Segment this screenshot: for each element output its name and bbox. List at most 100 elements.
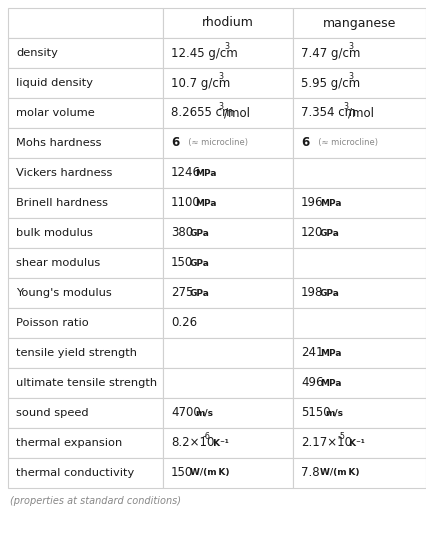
Text: 3: 3 [349,42,354,51]
Text: (properties at standard conditions): (properties at standard conditions) [10,496,181,506]
Text: m/s: m/s [325,409,343,418]
Bar [293,368,426,398]
Text: 275: 275 [171,287,193,300]
Text: GPa: GPa [190,258,210,268]
Bar [8,368,163,398]
Text: 6: 6 [301,136,309,149]
Text: 6: 6 [171,136,179,149]
Bar [8,218,163,248]
Text: 198: 198 [301,287,323,300]
Text: Vickers hardness: Vickers hardness [16,168,112,178]
Bar [163,398,293,428]
Text: Brinell hardness: Brinell hardness [16,198,108,208]
Text: 3: 3 [349,72,354,81]
Text: GPa: GPa [190,229,210,238]
Bar [163,8,293,38]
Text: -5: -5 [338,432,346,441]
Bar [293,158,426,188]
Text: tensile yield strength: tensile yield strength [16,348,137,358]
Text: manganese: manganese [323,17,396,30]
Text: 241: 241 [301,347,323,359]
Text: sound speed: sound speed [16,408,89,418]
Bar [293,98,426,128]
Bar [293,68,426,98]
Bar [163,248,293,278]
Text: 7.8: 7.8 [301,467,320,480]
Text: 496: 496 [301,377,323,390]
Text: 8.2655 cm: 8.2655 cm [171,107,233,120]
Text: liquid density: liquid density [16,78,93,88]
Text: 5150: 5150 [301,406,331,419]
Text: 2.17×10: 2.17×10 [301,437,352,449]
Text: GPa: GPa [320,288,340,297]
Text: /mol: /mol [224,107,250,120]
Text: thermal expansion: thermal expansion [16,438,122,448]
Text: (≈ microcline): (≈ microcline) [183,139,248,148]
Bar [163,428,293,458]
Text: 3: 3 [219,72,224,81]
Text: 5.95 g/cm: 5.95 g/cm [301,77,360,89]
Text: MPa: MPa [320,198,341,207]
Text: Young's modulus: Young's modulus [16,288,112,298]
Bar [8,428,163,458]
Bar [163,38,293,68]
Text: 120: 120 [301,226,323,239]
Bar [163,278,293,308]
Text: 3: 3 [343,102,348,111]
Bar [293,188,426,218]
Text: 3: 3 [219,102,224,111]
Text: 7.47 g/cm: 7.47 g/cm [301,46,360,59]
Text: bulk modulus: bulk modulus [16,228,93,238]
Bar [163,308,293,338]
Bar [8,158,163,188]
Text: MPa: MPa [196,168,217,178]
Text: W/(m K): W/(m K) [190,468,229,477]
Bar [8,98,163,128]
Text: shear modulus: shear modulus [16,258,100,268]
Text: 150: 150 [171,257,193,269]
Text: 10.7 g/cm: 10.7 g/cm [171,77,230,89]
Text: MPa: MPa [320,348,341,358]
Text: (≈ microcline): (≈ microcline) [313,139,378,148]
Bar [8,128,163,158]
Bar [163,338,293,368]
Text: 0.26: 0.26 [171,316,197,329]
Text: rhodium: rhodium [202,17,254,30]
Bar [293,338,426,368]
Bar [163,98,293,128]
Text: ultimate tensile strength: ultimate tensile strength [16,378,157,388]
Text: GPa: GPa [320,229,340,238]
Bar [8,68,163,98]
Bar [293,218,426,248]
Bar [293,458,426,488]
Text: 12.45 g/cm: 12.45 g/cm [171,46,238,59]
Text: MPa: MPa [320,378,341,387]
Text: GPa: GPa [190,288,210,297]
Bar [163,458,293,488]
Bar [8,398,163,428]
Bar [293,38,426,68]
Bar [293,248,426,278]
Text: 4700: 4700 [171,406,201,419]
Bar [293,398,426,428]
Bar [163,188,293,218]
Text: 1246: 1246 [171,167,201,179]
Text: 1100: 1100 [171,197,201,210]
Text: MPa: MPa [196,198,217,207]
Bar [8,38,163,68]
Bar [163,218,293,248]
Text: molar volume: molar volume [16,108,95,118]
Text: 3: 3 [224,42,229,51]
Text: Mohs hardness: Mohs hardness [16,138,101,148]
Text: 8.2×10: 8.2×10 [171,437,214,449]
Bar [8,278,163,308]
Bar [163,368,293,398]
Text: density: density [16,48,58,58]
Bar [8,248,163,278]
Bar [293,308,426,338]
Bar [293,8,426,38]
Bar [8,308,163,338]
Text: W/(m K): W/(m K) [320,468,359,477]
Text: -6: -6 [203,432,211,441]
Text: thermal conductivity: thermal conductivity [16,468,134,478]
